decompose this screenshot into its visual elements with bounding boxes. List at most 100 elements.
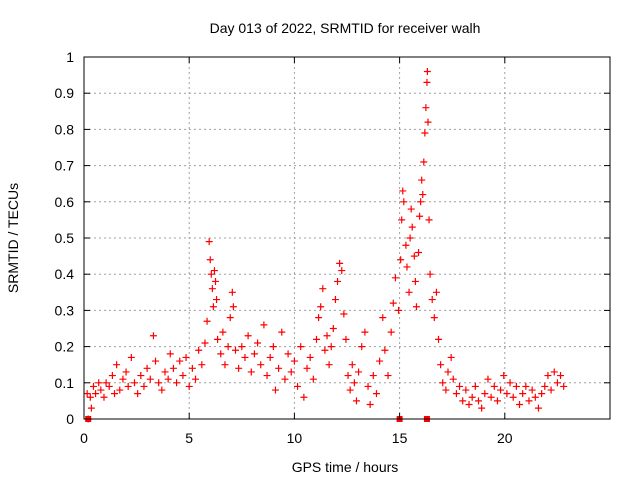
data-point [271, 386, 279, 394]
data-point [481, 390, 489, 398]
data-point [355, 368, 363, 376]
data-point [119, 375, 127, 383]
data-point [185, 382, 193, 390]
data-point [522, 382, 530, 390]
data-point [400, 198, 408, 206]
data-point [152, 357, 160, 365]
data-point [340, 310, 348, 318]
data-point [323, 332, 331, 340]
data-point [420, 158, 428, 166]
data-point [212, 277, 219, 285]
data-point [550, 368, 558, 376]
data-point [294, 382, 302, 390]
y-tick-label: 0.4 [55, 266, 75, 282]
data-point [442, 386, 450, 394]
data-point [198, 361, 206, 369]
data-point [475, 397, 482, 405]
data-point [217, 350, 225, 358]
data-point [192, 375, 200, 383]
data-point [410, 252, 418, 260]
data-point [108, 372, 116, 380]
data-point [284, 350, 292, 358]
data-point [207, 270, 215, 278]
y-tick-label: 0 [66, 411, 74, 427]
data-point [376, 357, 384, 365]
data-point [407, 205, 415, 213]
plot-frame [83, 56, 611, 420]
data-point [228, 288, 236, 296]
data-point [325, 361, 333, 369]
data-point [331, 296, 339, 304]
data-point [423, 67, 431, 75]
data-point [342, 335, 350, 343]
data-point [490, 382, 498, 390]
data-point [195, 346, 203, 354]
x-axis: 0 5 10 15 20 [80, 57, 513, 446]
data-point [468, 393, 476, 401]
data-point [432, 288, 440, 296]
data-point [221, 361, 229, 369]
data-point [406, 234, 414, 242]
data-point [275, 364, 283, 372]
y-tick-label: 0.8 [55, 121, 75, 137]
data-point [497, 386, 505, 394]
data-point [516, 401, 524, 409]
data-point [203, 317, 211, 325]
data-point [182, 353, 190, 361]
data-point [484, 375, 492, 383]
data-point [411, 277, 419, 285]
data-point [389, 299, 397, 307]
data-point [403, 263, 411, 271]
x-axis-label: GPS time / hours [292, 459, 399, 475]
y-tick-label: 0.3 [55, 302, 75, 318]
data-point [97, 386, 105, 394]
data-point [188, 364, 196, 372]
data-point [452, 390, 460, 398]
data-point [412, 303, 420, 311]
data-point [102, 379, 110, 387]
data-point [166, 350, 174, 358]
data-point [210, 267, 218, 275]
data-point [424, 118, 432, 126]
data-point [146, 375, 154, 383]
data-point [417, 198, 425, 206]
y-tick-label: 0.2 [55, 339, 75, 355]
y-tick-label: 0.5 [55, 230, 75, 246]
data-point [538, 390, 546, 398]
data-point [241, 353, 249, 361]
data-point [269, 343, 277, 351]
data-point [334, 277, 342, 285]
y-tick-label: 0.1 [55, 375, 75, 391]
data-point [208, 285, 216, 293]
data-point [405, 288, 413, 296]
data-point [435, 335, 443, 343]
data-point [449, 375, 457, 383]
data-point [149, 332, 157, 340]
data-point [263, 372, 271, 380]
data-point [306, 353, 314, 361]
data-point [173, 379, 181, 387]
data-point [130, 379, 138, 387]
y-tick-label: 1 [66, 49, 74, 65]
data-point [312, 335, 320, 343]
data-point [238, 343, 246, 351]
data-point [398, 216, 406, 224]
data-point [315, 314, 323, 322]
data-point [257, 361, 265, 369]
data-point [444, 368, 452, 376]
data-point [127, 353, 135, 361]
data-point [419, 191, 427, 199]
y-axis: 0 0.1 0.2 0.3 0.4 0.5 0.6 0.7 0.8 0.9 1 [55, 49, 610, 427]
data-point [321, 346, 329, 354]
x-tick-label: 20 [497, 430, 513, 446]
data-point [179, 372, 187, 380]
data-point [231, 346, 239, 354]
data-point [350, 379, 358, 387]
data-point [92, 390, 100, 398]
data-point [421, 129, 429, 137]
data-point [358, 343, 366, 351]
data-point [244, 332, 252, 340]
data-point [560, 382, 568, 390]
y-tick-label: 0.9 [55, 85, 75, 101]
data-point [113, 361, 121, 369]
